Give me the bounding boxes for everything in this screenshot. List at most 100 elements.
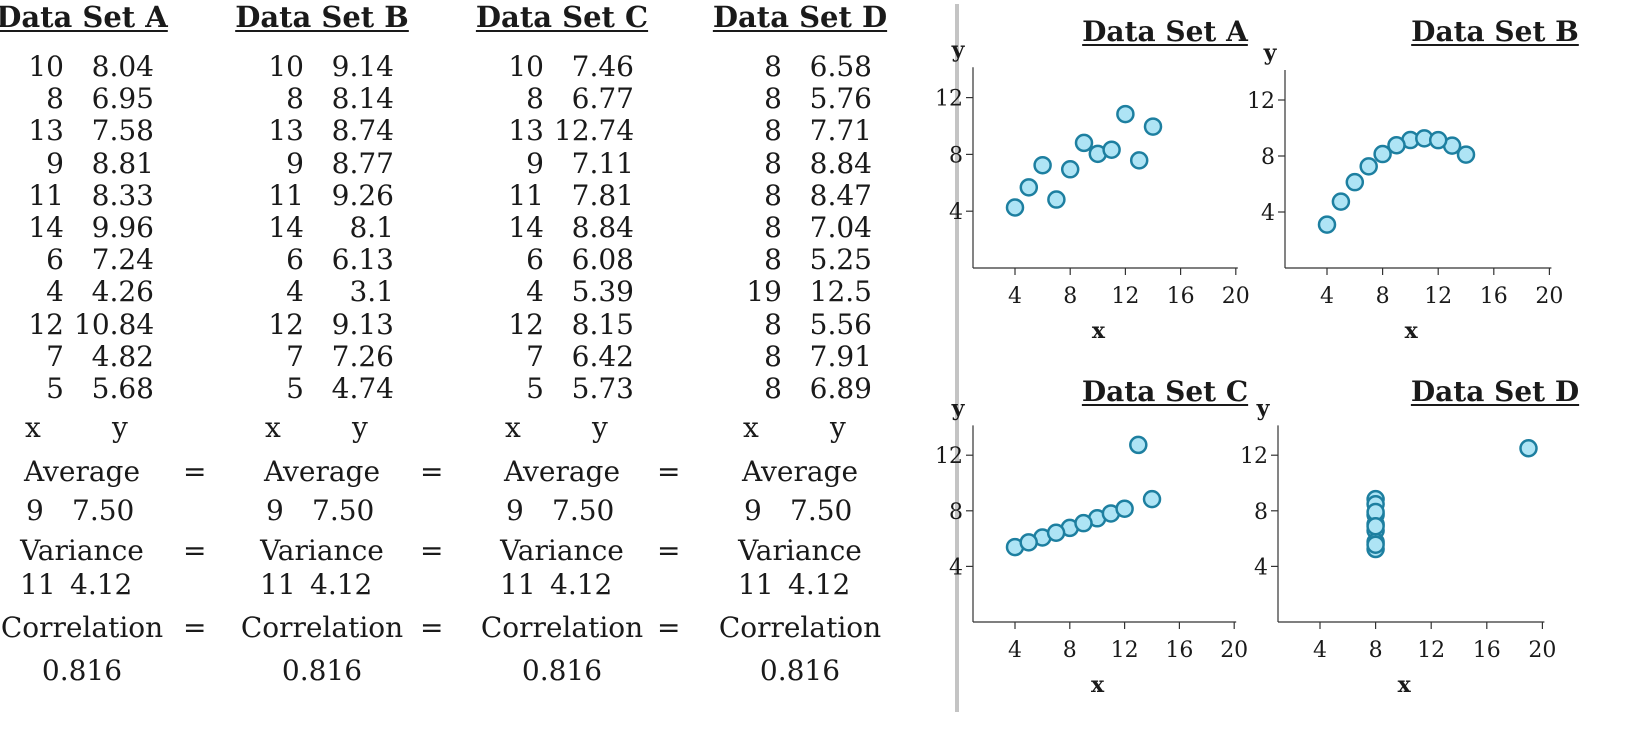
- x-tick-label: 20: [1222, 284, 1250, 309]
- data-point: [1088, 144, 1108, 164]
- y-value: 8.74: [331, 114, 394, 148]
- y-column-label: y: [112, 411, 128, 444]
- y-value: 7.46: [571, 50, 634, 83]
- average-y: 7.50: [72, 494, 135, 527]
- y-value: 7.26: [331, 339, 394, 373]
- y-value: 9.26: [331, 178, 394, 212]
- data-point: [1142, 489, 1162, 509]
- equals-sign: =: [657, 611, 681, 644]
- average-label: Average: [23, 455, 141, 488]
- y-value: 8.81: [91, 146, 154, 180]
- x-value: 8: [764, 211, 782, 244]
- data-point: [1047, 190, 1066, 209]
- variance-y: 4.12: [70, 568, 133, 601]
- y-value: 7.11: [571, 146, 634, 180]
- average-label: Average: [503, 455, 621, 488]
- x-tick-label: 20: [1220, 638, 1248, 663]
- data-point: [1373, 144, 1392, 164]
- y-value: 4.82: [91, 339, 154, 373]
- x-tick-label: 4: [1008, 284, 1022, 309]
- y-value: 8.1: [349, 211, 394, 244]
- x-value: 12: [268, 307, 304, 341]
- x-value: 10: [28, 50, 64, 83]
- x-value: 8: [764, 243, 782, 277]
- data-point: [1366, 532, 1385, 552]
- x-tick-label: 4: [1008, 638, 1022, 663]
- y-value: 8.33: [91, 178, 154, 212]
- variance-y: 4.12: [788, 568, 851, 601]
- data-point: [1387, 135, 1406, 155]
- x-tick-label: 16: [1480, 284, 1508, 309]
- y-tick-label: 12: [1240, 444, 1268, 469]
- y-value: 5.39: [571, 275, 634, 309]
- y-tick-label: 8: [1261, 145, 1275, 170]
- average-x: 9: [744, 494, 762, 527]
- chart-title: Data Set A: [1082, 15, 1248, 48]
- data-point: [1366, 502, 1385, 522]
- table-title: Data Set D: [712, 0, 888, 34]
- x-value: 13: [268, 114, 304, 148]
- data-point: [1366, 514, 1385, 534]
- x-value: 7: [46, 339, 64, 373]
- x-value: 8: [764, 178, 782, 212]
- y-value: 6.95: [91, 82, 154, 116]
- chart-title: Data Set C: [1081, 375, 1249, 408]
- y-value: 8.84: [571, 211, 634, 244]
- y-value: 5.76: [809, 82, 872, 116]
- variance-x: 11: [500, 568, 536, 601]
- x-value: 13: [508, 114, 544, 148]
- x-column-label: x: [265, 411, 281, 444]
- equals-sign: =: [183, 534, 207, 567]
- data-point: [1317, 215, 1337, 234]
- y-value: 4.74: [331, 372, 394, 405]
- variance-y: 4.12: [310, 568, 373, 601]
- variance-label: Variance: [20, 534, 144, 567]
- y-value: 7.24: [91, 243, 154, 277]
- x-value: 10: [268, 50, 304, 83]
- y-value: 5.68: [91, 372, 154, 405]
- y-value: 8.47: [809, 178, 872, 212]
- x-value: 8: [764, 50, 782, 83]
- x-value: 8: [526, 82, 544, 116]
- y-value: 7.91: [809, 339, 872, 373]
- data-point: [1129, 151, 1149, 170]
- x-tick-label: 12: [1111, 638, 1139, 663]
- x-tick-label: 4: [1320, 284, 1334, 309]
- y-column-label: y: [352, 411, 368, 444]
- data-point: [1005, 537, 1025, 557]
- x-tick-label: 16: [1165, 638, 1193, 663]
- data-point: [1116, 104, 1135, 124]
- data-point: [1019, 178, 1039, 197]
- data-point: [1366, 516, 1385, 536]
- x-value: 7: [526, 339, 544, 373]
- average-y: 7.50: [790, 494, 853, 527]
- correlation-label: Correlation: [718, 611, 882, 644]
- y-value: 8.15: [571, 307, 634, 341]
- x-tick-label: 8: [1376, 284, 1390, 309]
- y-value: 7.04: [809, 211, 872, 244]
- data-point: [1366, 521, 1385, 540]
- x-tick-label: 8: [1369, 638, 1383, 663]
- variance-x: 11: [20, 568, 56, 601]
- y-value: 12.5: [809, 275, 872, 309]
- x-value: 5: [526, 372, 544, 405]
- x-value: 13: [28, 114, 64, 148]
- y-value: 6.89: [809, 372, 872, 405]
- x-value: 19: [746, 275, 782, 309]
- correlation-value: 0.816: [759, 654, 841, 687]
- x-value: 14: [508, 211, 544, 244]
- y-value: 8.77: [331, 146, 394, 180]
- equals-sign: =: [420, 455, 444, 488]
- correlation-label: Correlation: [240, 611, 404, 644]
- data-point: [1366, 539, 1385, 559]
- data-point: [1331, 192, 1351, 211]
- variance-label: Variance: [500, 534, 624, 567]
- x-value: 8: [764, 82, 782, 116]
- data-point: [1060, 160, 1080, 179]
- data-point: [1428, 130, 1448, 150]
- x-value: 4: [526, 275, 544, 309]
- equals-sign: =: [420, 534, 444, 567]
- x-tick-label: 8: [1063, 284, 1077, 309]
- x-tick-label: 20: [1528, 638, 1556, 663]
- data-point: [1415, 129, 1434, 148]
